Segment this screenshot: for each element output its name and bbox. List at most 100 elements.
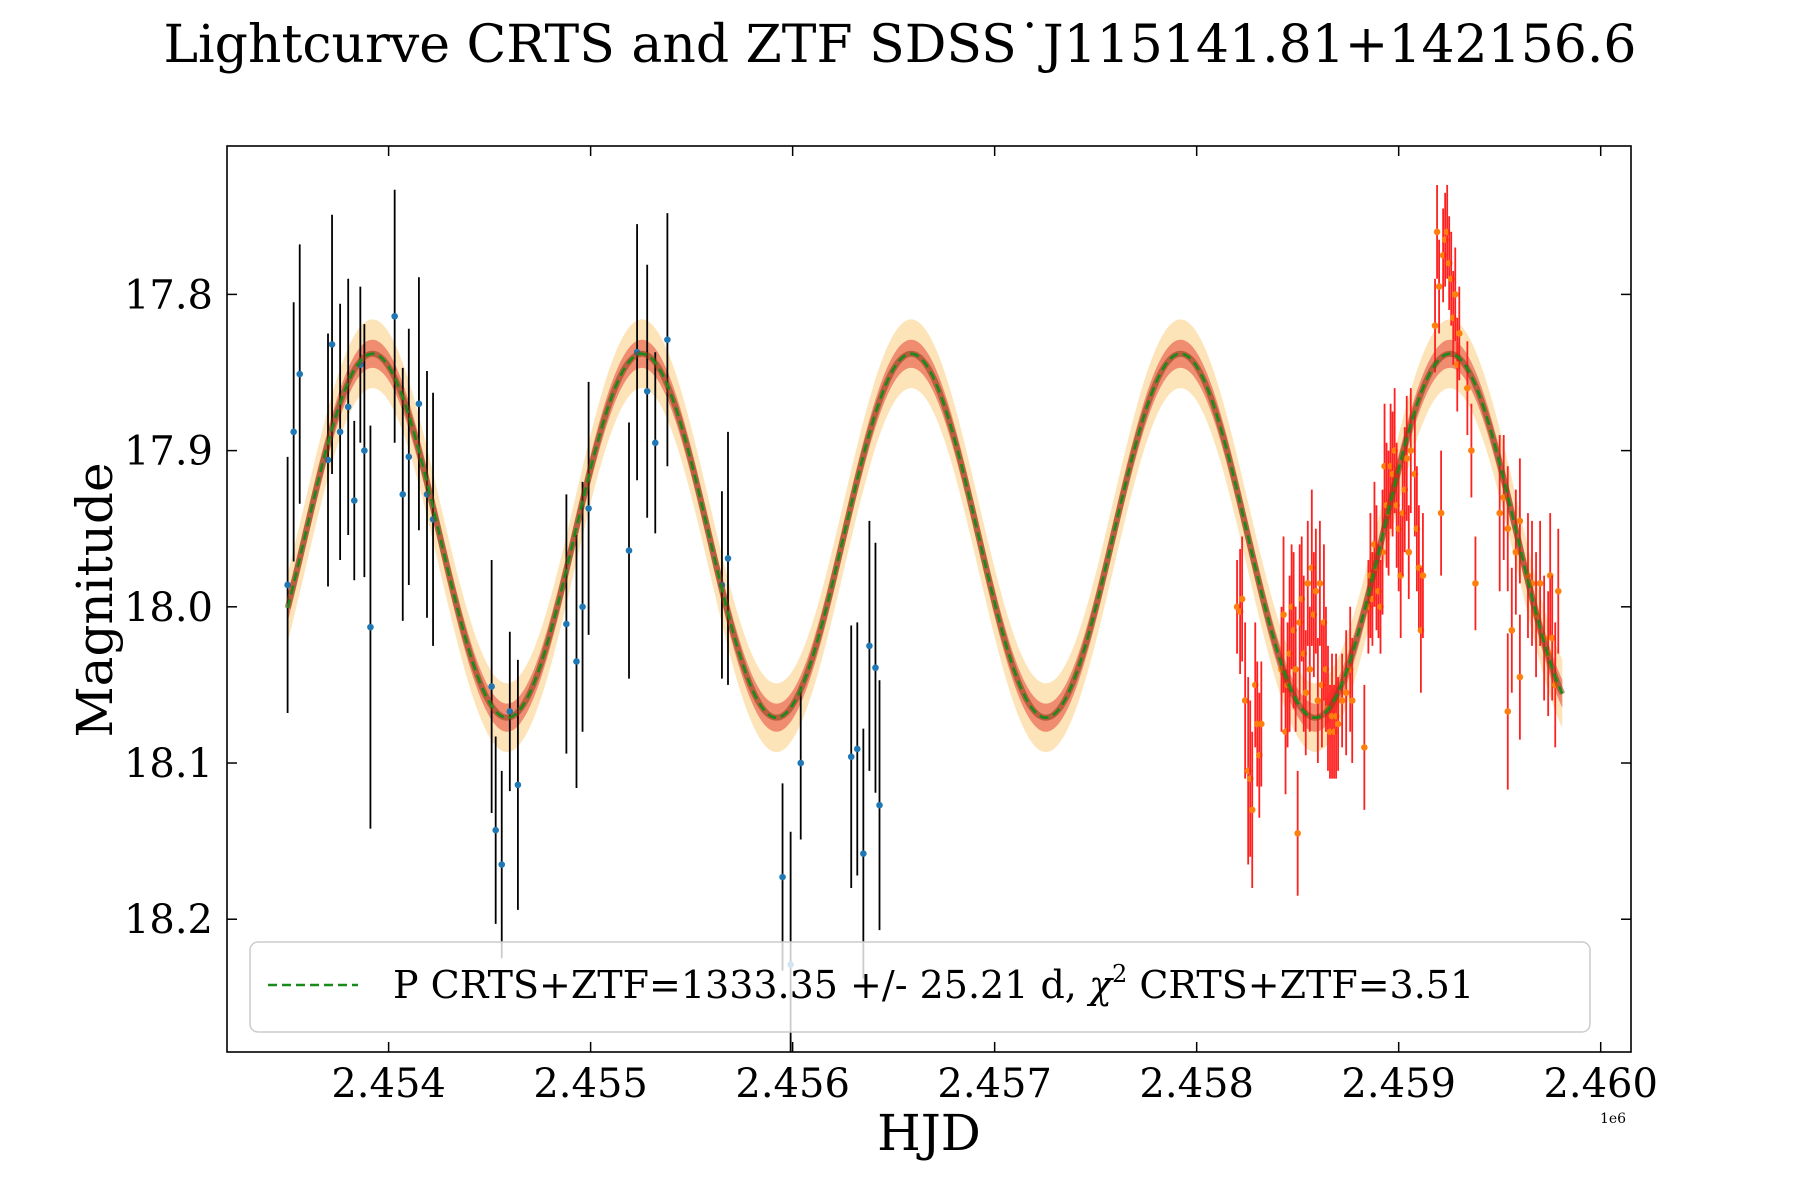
ztf-point xyxy=(1292,606,1299,732)
crts-marker xyxy=(405,453,413,461)
ztf-marker xyxy=(1302,689,1310,697)
model-line-group xyxy=(284,350,1566,721)
crts-marker xyxy=(847,753,855,761)
ztf-marker xyxy=(1496,509,1503,517)
crts-marker xyxy=(585,505,592,512)
ztf-point xyxy=(1338,653,1346,748)
crts-marker xyxy=(284,581,291,589)
crts-point xyxy=(415,277,423,531)
crts-marker xyxy=(399,491,407,498)
ztf-point xyxy=(1248,731,1256,888)
crts-marker xyxy=(488,683,495,690)
crts-point xyxy=(797,686,805,840)
ztf-marker xyxy=(1516,517,1524,525)
crts-marker xyxy=(492,826,499,834)
ztf-marker xyxy=(1233,603,1241,611)
ztf-marker xyxy=(1437,509,1445,517)
ztf-marker xyxy=(1548,634,1556,642)
x-axis-offset: 1e6 xyxy=(1600,1111,1626,1127)
crts-point xyxy=(585,381,592,635)
ztf-point xyxy=(1407,388,1415,514)
ztf-point xyxy=(1306,606,1314,732)
crts-marker xyxy=(643,387,651,395)
crts-marker xyxy=(876,801,883,809)
ztf-point xyxy=(1431,278,1439,373)
crts-point xyxy=(399,367,407,621)
crts-point xyxy=(336,303,344,560)
ztf-point xyxy=(1451,247,1459,342)
ztf-marker xyxy=(1338,697,1346,704)
ztf-point xyxy=(1294,770,1301,896)
crts-point xyxy=(847,625,855,888)
ztf-marker xyxy=(1294,830,1301,837)
crts-marker xyxy=(573,658,580,665)
crts-point xyxy=(651,352,659,534)
ztf-point xyxy=(1304,520,1312,646)
ztf-marker xyxy=(1504,708,1512,715)
x-tick-label: 2.459 xyxy=(1341,1061,1456,1107)
ztf-point xyxy=(1437,450,1445,576)
ztf-marker xyxy=(1241,697,1249,704)
ztf-marker xyxy=(1312,587,1320,595)
crts-marker xyxy=(724,555,732,562)
ztf-marker xyxy=(1536,580,1544,587)
ztf-point xyxy=(1342,630,1350,756)
crts-marker xyxy=(506,708,514,715)
crts-point xyxy=(573,534,580,789)
y-tick-label: 18.1 xyxy=(124,741,213,787)
chart-title: Lightcurve CRTS and ZTF SDSS˙J115141.81+… xyxy=(164,15,1637,75)
crts-point xyxy=(643,264,651,518)
ztf-point xyxy=(1403,395,1411,521)
crts-point xyxy=(344,278,352,535)
crts-marker xyxy=(853,745,861,753)
ztf-marker xyxy=(1431,322,1439,329)
ztf-marker xyxy=(1334,720,1342,728)
legend-chi-symbol: χ xyxy=(1086,963,1114,1007)
ztf-point xyxy=(1504,633,1512,790)
crts-point xyxy=(724,431,732,685)
ztf-point xyxy=(1419,513,1427,639)
crts-marker xyxy=(779,873,786,881)
crts-point xyxy=(296,244,304,504)
crts-point xyxy=(361,324,368,578)
ztf-marker xyxy=(1405,548,1413,556)
crts-marker xyxy=(290,428,297,436)
x-axis-label: HJD xyxy=(877,1104,981,1162)
crts-point xyxy=(391,189,398,443)
ztf-marker xyxy=(1468,447,1475,454)
x-tick-label: 2.458 xyxy=(1139,1061,1254,1107)
crts-marker xyxy=(367,623,374,631)
crts-point xyxy=(514,659,522,910)
ztf-point xyxy=(1464,341,1471,435)
legend-chi-exponent: 2 xyxy=(1112,960,1127,988)
crts-marker xyxy=(350,497,358,504)
crts-point xyxy=(876,680,883,931)
ztf-point xyxy=(1516,458,1524,584)
crts-marker xyxy=(415,400,423,408)
ztf-marker xyxy=(1516,673,1524,681)
crts-marker xyxy=(563,620,570,628)
crts-point xyxy=(625,422,633,679)
crts-point xyxy=(664,213,671,467)
ztf-point xyxy=(1258,661,1265,787)
y-axis-label: Magnitude xyxy=(66,462,124,737)
crts-point xyxy=(506,631,514,792)
crts-marker xyxy=(296,370,304,378)
x-tick-label: 2.455 xyxy=(533,1061,648,1107)
ztf-point xyxy=(1312,528,1320,654)
ztf-point xyxy=(1455,286,1463,381)
crts-point xyxy=(853,622,861,876)
legend-label: P CRTS+ZTF=1333.35 +/- 25.21 d, χ2 CRTS+… xyxy=(393,960,1474,1007)
ztf-point xyxy=(1241,622,1249,779)
crts-marker xyxy=(336,428,344,436)
legend-label-main: P CRTS+ZTF=1333.35 +/- 25.21 d, xyxy=(393,963,1089,1007)
ztf-marker xyxy=(1292,665,1299,673)
ztf-marker xyxy=(1554,587,1562,595)
crts-marker xyxy=(872,664,879,672)
ztf-point xyxy=(1316,520,1324,646)
crts-marker xyxy=(625,547,633,554)
axis-ticks: 2.454 2.455 2.456 2.457 2.458 2.459 2.460 17.8 1… xyxy=(124,146,1658,1107)
ztf-marker xyxy=(1316,580,1324,587)
ztf-point xyxy=(1435,239,1443,334)
crts-point xyxy=(498,770,506,959)
